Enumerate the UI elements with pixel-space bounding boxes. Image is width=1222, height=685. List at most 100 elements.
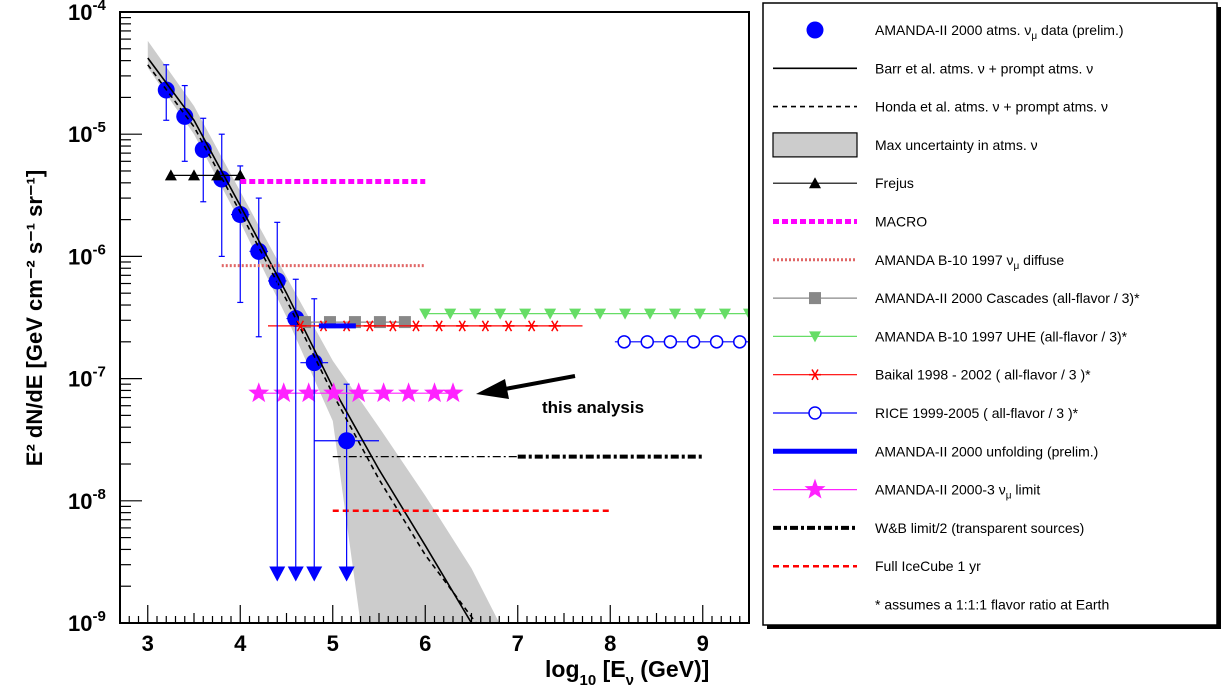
legend-label: AMANDA B-10 1997 UHE (all-flavor / 3)*	[875, 328, 1128, 344]
x-tick-label: 7	[512, 631, 524, 656]
limit-arrow-head	[338, 566, 355, 582]
legend-label: RICE 1999-2005 ( all-flavor / 3 )*	[875, 405, 1079, 421]
data-point	[548, 320, 561, 332]
data-point	[733, 335, 747, 349]
legend-swatch	[809, 292, 821, 305]
series-10	[614, 335, 749, 349]
data-point	[398, 382, 420, 403]
series-2	[147, 64, 477, 623]
legend-swatch	[809, 177, 821, 189]
data-point	[469, 308, 482, 320]
data-point	[494, 308, 507, 320]
legend-label: AMANDA-II 2000 unfolding (prelim.)	[875, 443, 1098, 459]
data-point	[410, 320, 422, 332]
data-point	[444, 308, 457, 320]
legend-entry: MACRO	[773, 214, 927, 230]
data-point	[456, 320, 469, 332]
limit-arrow-head	[287, 566, 304, 582]
limit-arrow-head	[306, 566, 323, 582]
curve-line	[147, 64, 477, 623]
legend-entry: AMANDA-II 2000 atms. νμ data (prelim.)	[806, 21, 1124, 42]
data-point	[743, 308, 749, 320]
data-point	[398, 316, 411, 329]
data-point	[231, 206, 249, 224]
data-point	[502, 320, 515, 332]
legend-entry: AMANDA-II 2000 Cascades (all-flavor / 3)…	[773, 290, 1140, 306]
legend-label: AMANDA-II 2000-3 νμ limit	[875, 482, 1040, 502]
legend-entry: W&B limit/2 (transparent sources)	[773, 520, 1084, 536]
legend-entry: AMANDA B-10 1997 UHE (all-flavor / 3)*	[773, 328, 1128, 344]
data-point	[519, 308, 532, 320]
data-point	[164, 169, 177, 181]
data-point	[323, 382, 345, 403]
data-point	[298, 382, 320, 403]
data-point	[544, 308, 557, 320]
series-layer	[147, 57, 749, 623]
data-point	[693, 308, 706, 320]
y-tick-label: 10-7	[68, 364, 106, 392]
y-tick-label: 10-6	[68, 241, 106, 269]
annotation-label: this analysis	[542, 398, 644, 417]
legend-swatch	[809, 369, 821, 381]
data-point	[373, 382, 395, 403]
legend-entry: Full IceCube 1 yr	[773, 558, 981, 574]
data-point	[525, 320, 538, 332]
legend-swatch	[804, 478, 826, 499]
axes: 3 4 5 6 7 8 9 10-9 10-8 10-7 10-6 10-5 10-4 log10 [Eν…	[22, 0, 750, 685]
legend-label: Full IceCube 1 yr	[875, 558, 981, 574]
data-point	[686, 335, 701, 349]
annotation-arrow-head	[476, 379, 509, 399]
data-point	[348, 382, 370, 403]
data-point	[419, 308, 432, 320]
data-point	[640, 335, 654, 349]
x-tick-label: 3	[142, 631, 154, 656]
series-1	[147, 57, 473, 623]
legend-entry: AMANDA B-10 1997 νμ diffuse	[773, 252, 1064, 272]
data-point	[373, 316, 386, 329]
series-8	[419, 308, 749, 320]
series-4	[164, 169, 247, 181]
data-point	[718, 308, 731, 320]
x-tick-label: 9	[697, 631, 709, 656]
uncertainty-band	[147, 40, 500, 623]
x-tick-label: 5	[327, 631, 339, 656]
legend-label: Frejus	[875, 175, 914, 191]
legend-label: AMANDA-II 2000 Cascades (all-flavor / 3)…	[875, 290, 1140, 306]
data-point	[569, 308, 582, 320]
x-tick-label: 8	[604, 631, 616, 656]
legend-label: AMANDA B-10 1997 νμ diffuse	[875, 252, 1064, 272]
legend-swatch	[808, 406, 822, 420]
legend-entry: AMANDA-II 2000-3 νμ limit	[773, 478, 1040, 502]
data-point	[619, 308, 632, 320]
data-point	[617, 335, 631, 349]
data-point	[363, 320, 376, 332]
data-point	[433, 320, 446, 332]
data-point	[669, 308, 681, 320]
legend-entry: AMANDA-II 2000 unfolding (prelim.)	[773, 443, 1098, 459]
annotation-arrow-shaft	[504, 374, 576, 391]
legend-entry: Baikal 1998 - 2002 ( all-flavor / 3 )*	[773, 367, 1091, 383]
x-tick-label: 6	[419, 631, 431, 656]
legend: AMANDA-II 2000 atms. νμ data (prelim.) Ba…	[762, 2, 1221, 629]
data-point	[644, 308, 657, 320]
data-point	[294, 320, 307, 332]
x-axis-title: log10 [Eν (GeV)]	[545, 656, 709, 685]
series-12	[248, 382, 464, 403]
data-point	[299, 316, 311, 329]
data-point	[273, 382, 295, 403]
curve-line	[147, 57, 473, 623]
data-point	[188, 169, 200, 181]
data-point	[663, 335, 678, 349]
series-15	[269, 280, 355, 582]
annotation: this analysis	[476, 374, 644, 417]
data-point	[234, 169, 247, 181]
data-point	[211, 169, 224, 181]
limit-arrow-head	[269, 566, 286, 582]
y-tick-label: 10-4	[68, 0, 106, 25]
y-tick-label: 10-8	[68, 486, 106, 514]
legend-label: Baikal 1998 - 2002 ( all-flavor / 3 )*	[875, 367, 1091, 383]
legend-label: Max uncertainty in atms. ν	[875, 137, 1038, 153]
data-point	[442, 382, 464, 403]
legend-label: Honda et al. atms. ν + prompt atms. ν	[875, 99, 1108, 115]
